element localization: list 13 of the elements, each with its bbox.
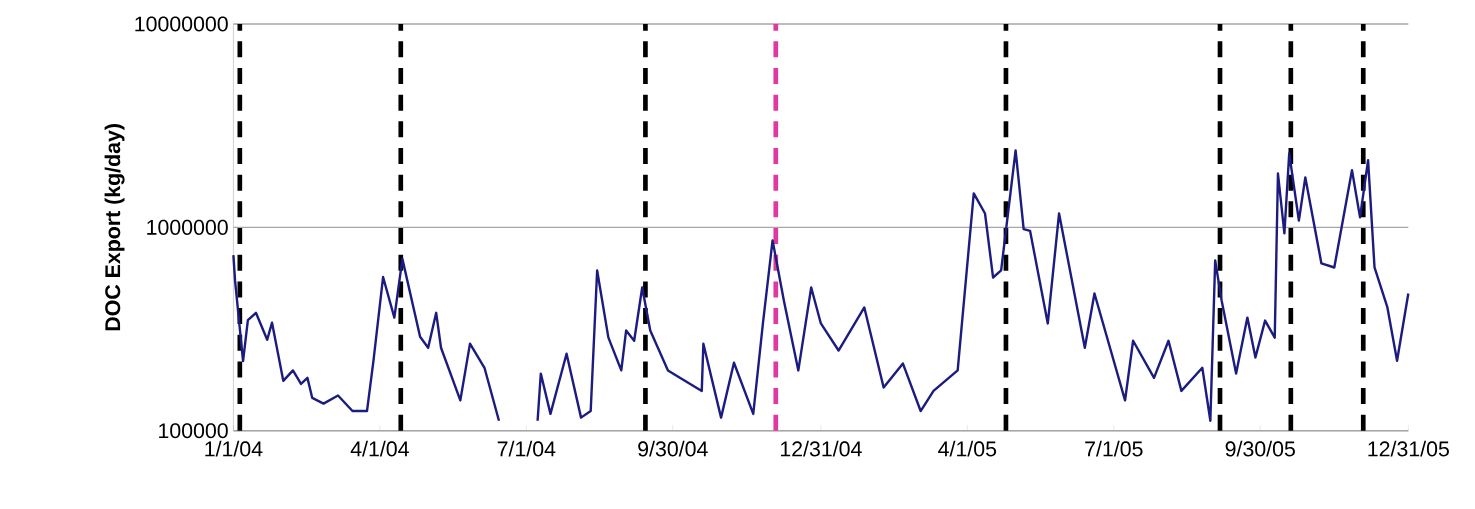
x-tick-label: 7/1/05 (1085, 440, 1143, 457)
x-tick-label: 12/31/04 (780, 440, 862, 457)
y-tick-label: 1000000 (147, 219, 228, 235)
x-tick-label: 12/31/05 (1368, 440, 1449, 457)
y-tick-label: 100000 (159, 422, 228, 439)
x-tick-label: 4/1/05 (938, 440, 997, 457)
x-tick-label: 1/1/04 (205, 440, 263, 457)
x-tick-label: 9/30/05 (1225, 440, 1295, 457)
y-axis-title: DOC Export (kg/day) (104, 123, 125, 331)
x-tick-label: 7/1/04 (497, 440, 556, 457)
x-tick-label: 9/30/04 (638, 440, 708, 457)
x-tick-label: 4/1/04 (350, 440, 409, 457)
y-tick-label: 10000000 (135, 16, 228, 32)
